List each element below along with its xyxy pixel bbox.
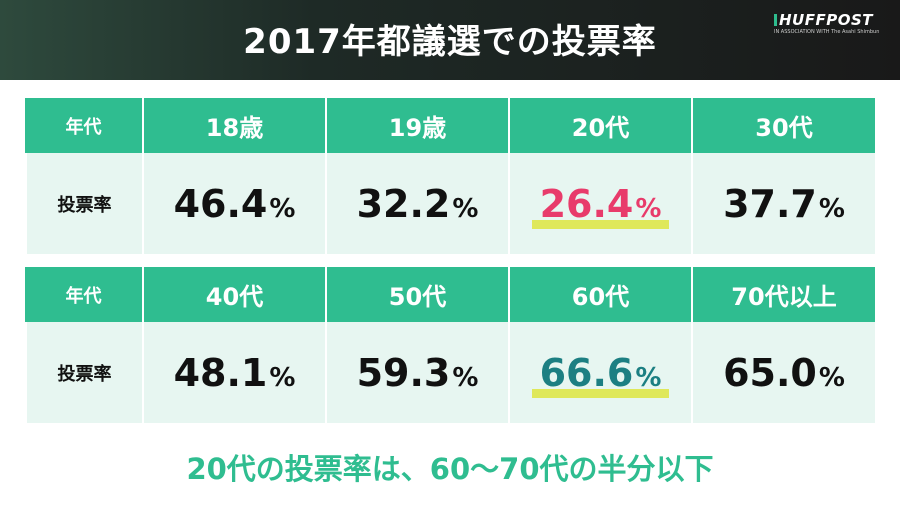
rate-value: 46.4 (173, 181, 268, 226)
percent-sign: % (452, 362, 479, 393)
turnout-table-2: 年代 40代 50代 60代 70代以上 投票率 48.1% 59.3% 66.… (25, 267, 875, 423)
age-category: 40代 (142, 267, 325, 322)
summary-caption: 20代の投票率は、60〜70代の半分以下 (0, 446, 900, 488)
percent-sign: % (452, 193, 479, 224)
age-category: 60代 (508, 267, 691, 322)
rate-value: 26.4 (539, 181, 634, 226)
rate-cell: 46.4% (142, 153, 325, 254)
rate-cell-highlighted: 66.6% (508, 322, 691, 423)
age-category: 50代 (325, 267, 508, 322)
age-category: 20代 (508, 98, 691, 153)
age-header-label: 年代 (25, 98, 142, 153)
rate-value: 32.2 (356, 181, 451, 226)
summary-text: 20代の投票率は、60〜70代の (186, 452, 598, 486)
rate-value: 37.7 (723, 181, 817, 226)
rate-row-label: 投票率 (25, 153, 142, 254)
rate-cell: 32.2% (325, 153, 508, 254)
rate-cell: 48.1% (142, 322, 325, 423)
rate-value: 65.0 (723, 350, 817, 395)
age-header-label: 年代 (25, 267, 142, 322)
highlight-underline (532, 389, 669, 398)
rate-value: 66.6 (539, 350, 634, 395)
logo-subtext: IN ASSOCIATION WITH The Asahi Shimbun (774, 29, 880, 35)
logo-text: HUFFPOST (779, 11, 874, 29)
percent-sign: % (635, 362, 662, 393)
age-category: 18歳 (142, 98, 325, 153)
percent-sign: % (269, 362, 296, 393)
rate-cell-highlighted: 26.4% (508, 153, 691, 254)
percent-sign: % (269, 193, 296, 224)
turnout-table-1: 年代 18歳 19歳 20代 30代 投票率 46.4% 32.2% 26.4%… (25, 98, 875, 254)
highlight-underline (532, 220, 669, 229)
rate-cell: 59.3% (325, 322, 508, 423)
rate-row-label: 投票率 (25, 322, 142, 423)
age-category: 30代 (691, 98, 875, 153)
summary-emphasis: 半分以下 (595, 446, 716, 488)
huffpost-logo: HUFFPOST IN ASSOCIATION WITH The Asahi S… (774, 12, 882, 36)
age-category: 19歳 (325, 98, 508, 153)
rate-cell: 37.7% (691, 153, 875, 254)
page-title: 2017年都議選での投票率 (243, 22, 657, 62)
title-bar: 2017年都議選での投票率 HUFFPOST IN ASSOCIATION WI… (0, 0, 900, 80)
percent-sign: % (635, 193, 662, 224)
rate-cell: 65.0% (691, 322, 875, 423)
percent-sign: % (818, 362, 845, 393)
age-category: 70代以上 (691, 267, 875, 322)
rate-value: 59.3 (356, 350, 451, 395)
percent-sign: % (818, 193, 845, 224)
rate-value: 48.1 (173, 350, 268, 395)
